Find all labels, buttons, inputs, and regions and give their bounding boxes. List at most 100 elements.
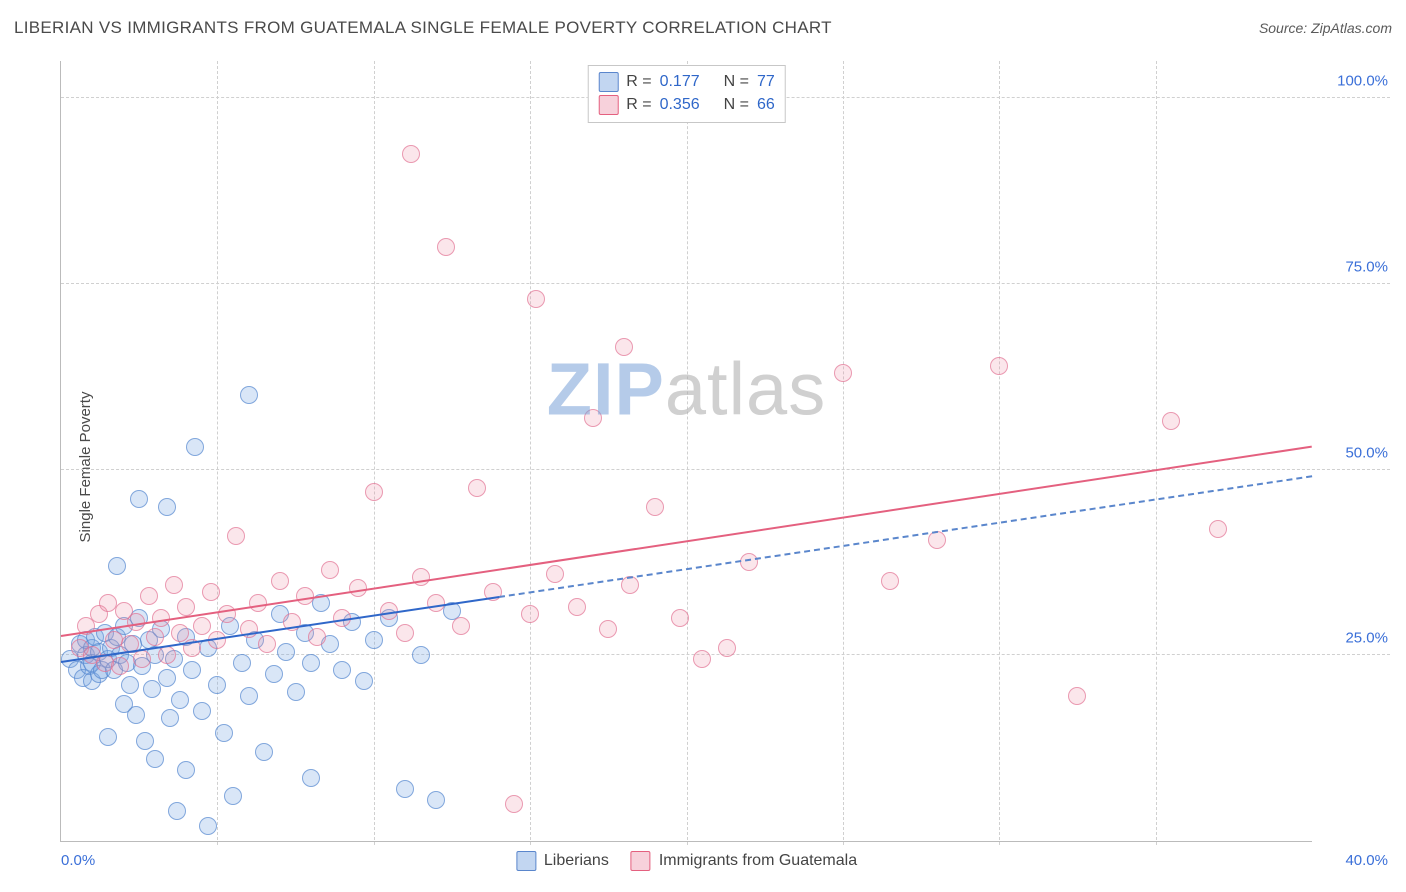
data-point-liberians [136, 732, 154, 750]
chart-area: Single Female Poverty ZIPatlas R = 0.177… [14, 55, 1392, 878]
data-point-guatemala [452, 617, 470, 635]
data-point-liberians [302, 769, 320, 787]
data-point-guatemala [296, 587, 314, 605]
data-point-guatemala [834, 364, 852, 382]
data-point-guatemala [693, 650, 711, 668]
data-point-liberians [121, 676, 139, 694]
data-point-liberians [183, 661, 201, 679]
data-point-guatemala [227, 527, 245, 545]
data-point-liberians [333, 661, 351, 679]
gridline-v [843, 61, 844, 845]
data-point-guatemala [133, 650, 151, 668]
data-point-guatemala [158, 646, 176, 664]
legend-label: Immigrants from Guatemala [659, 852, 857, 870]
data-point-liberians [130, 490, 148, 508]
data-point-liberians [233, 654, 251, 672]
correlation-legend-box: R = 0.177 N = 77 R = 0.356 N = 66 [587, 65, 786, 123]
swatch-blue-icon [516, 851, 536, 871]
data-point-liberians [199, 817, 217, 835]
data-point-liberians [108, 557, 126, 575]
data-point-guatemala [718, 639, 736, 657]
data-point-guatemala [1068, 687, 1086, 705]
y-tick-label: 75.0% [1345, 258, 1388, 275]
x-tick-label: 0.0% [61, 852, 95, 869]
data-point-liberians [168, 802, 186, 820]
data-point-guatemala [396, 624, 414, 642]
data-point-liberians [224, 787, 242, 805]
legend-item-guatemala: Immigrants from Guatemala [631, 851, 857, 871]
legend-item-liberians: Liberians [516, 851, 609, 871]
watermark-bold: ZIP [547, 347, 665, 430]
corr-row-pink: R = 0.356 N = 66 [598, 93, 775, 116]
data-point-liberians [177, 761, 195, 779]
watermark-rest: atlas [665, 347, 826, 430]
series-legend: Liberians Immigrants from Guatemala [516, 851, 857, 871]
y-tick-label: 100.0% [1337, 73, 1388, 90]
data-point-guatemala [1209, 520, 1227, 538]
data-point-liberians [265, 665, 283, 683]
r-value: 0.356 [660, 93, 700, 116]
data-point-liberians [287, 683, 305, 701]
data-point-liberians [277, 643, 295, 661]
data-point-liberians [215, 724, 233, 742]
gridline-v [374, 61, 375, 845]
gridline-v [687, 61, 688, 845]
data-point-liberians [355, 672, 373, 690]
data-point-guatemala [646, 498, 664, 516]
data-point-liberians [240, 687, 258, 705]
data-point-guatemala [437, 238, 455, 256]
swatch-pink-icon [631, 851, 651, 871]
data-point-liberians [143, 680, 161, 698]
data-point-guatemala [412, 568, 430, 586]
data-point-guatemala [202, 583, 220, 601]
data-point-guatemala [177, 598, 195, 616]
data-point-guatemala [505, 795, 523, 813]
data-point-liberians [99, 728, 117, 746]
data-point-guatemala [546, 565, 564, 583]
data-point-liberians [193, 702, 211, 720]
data-point-liberians [158, 669, 176, 687]
n-label: N = [724, 93, 749, 116]
data-point-guatemala [881, 572, 899, 590]
gridline-v [530, 61, 531, 845]
gridline-v [1156, 61, 1157, 845]
data-point-liberians [186, 438, 204, 456]
data-point-liberians [208, 676, 226, 694]
data-point-guatemala [615, 338, 633, 356]
data-point-liberians [146, 750, 164, 768]
data-point-guatemala [671, 609, 689, 627]
n-label: N = [724, 70, 749, 93]
data-point-liberians [302, 654, 320, 672]
data-point-guatemala [165, 576, 183, 594]
data-point-liberians [171, 691, 189, 709]
y-tick-label: 50.0% [1345, 444, 1388, 461]
data-point-guatemala [740, 553, 758, 571]
gridline-h [61, 283, 1390, 284]
data-point-guatemala [111, 657, 129, 675]
data-point-guatemala [146, 628, 164, 646]
data-point-liberians [127, 706, 145, 724]
y-tick-label: 25.0% [1345, 630, 1388, 647]
data-point-guatemala [365, 483, 383, 501]
swatch-pink-icon [598, 95, 618, 115]
data-point-guatemala [321, 561, 339, 579]
data-point-liberians [240, 386, 258, 404]
data-point-guatemala [1162, 412, 1180, 430]
regression-line-liberians-extrapolated [499, 475, 1312, 598]
data-point-liberians [255, 743, 273, 761]
swatch-blue-icon [598, 72, 618, 92]
data-point-guatemala [599, 620, 617, 638]
data-point-guatemala [140, 587, 158, 605]
data-point-guatemala [990, 357, 1008, 375]
chart-title: LIBERIAN VS IMMIGRANTS FROM GUATEMALA SI… [14, 18, 832, 38]
data-point-guatemala [193, 617, 211, 635]
r-label: R = [626, 70, 651, 93]
data-point-liberians [365, 631, 383, 649]
data-point-guatemala [171, 624, 189, 642]
data-point-liberians [396, 780, 414, 798]
data-point-guatemala [568, 598, 586, 616]
data-point-liberians [427, 791, 445, 809]
data-point-guatemala [271, 572, 289, 590]
corr-row-blue: R = 0.177 N = 77 [598, 70, 775, 93]
data-point-liberians [412, 646, 430, 664]
